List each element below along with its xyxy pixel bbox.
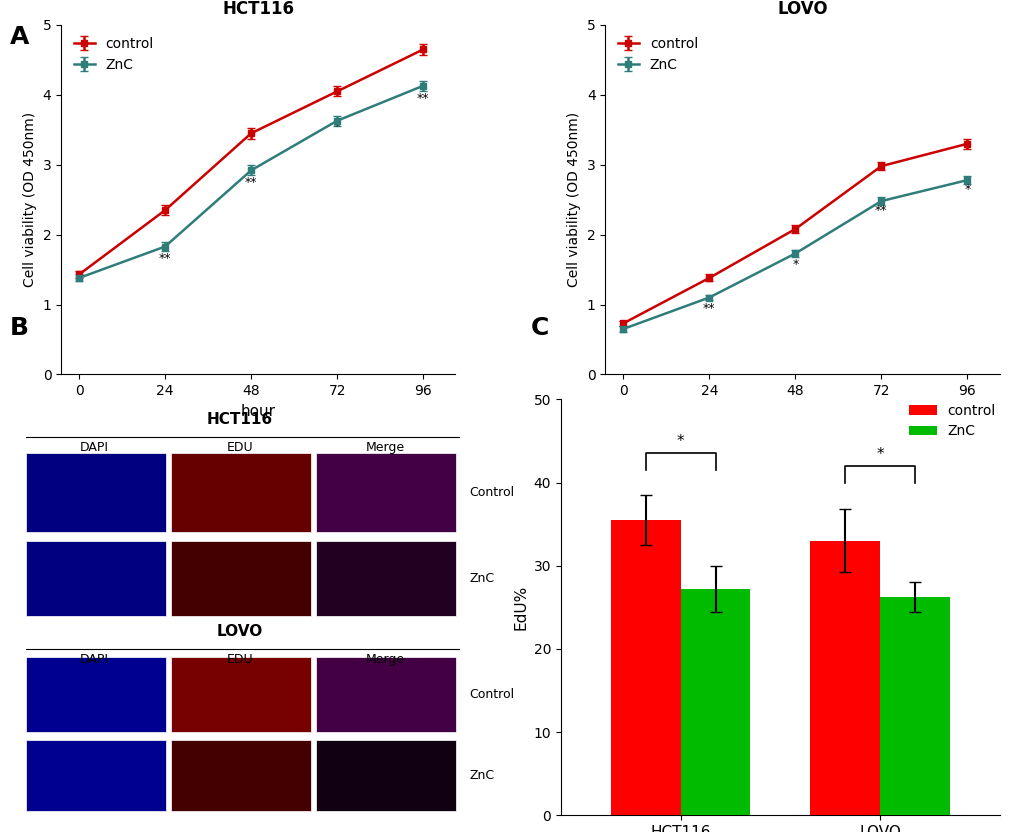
Bar [25, 657, 166, 732]
Y-axis label: Cell viability (OD 450nm): Cell viability (OD 450nm) [23, 112, 37, 287]
X-axis label: hour: hour [785, 404, 819, 418]
X-axis label: hour: hour [240, 404, 275, 418]
Title: HCT116: HCT116 [222, 0, 294, 17]
Bar [809, 541, 879, 815]
Bar [25, 541, 166, 616]
Text: **: ** [874, 204, 887, 217]
Bar [25, 453, 166, 532]
Bar [171, 740, 311, 811]
Text: C: C [530, 316, 548, 340]
Text: Merge: Merge [365, 441, 405, 454]
Bar [316, 657, 457, 732]
Bar [610, 520, 680, 815]
Legend: control, ZnC: control, ZnC [68, 32, 159, 78]
Text: Merge: Merge [365, 653, 405, 666]
Text: EDU: EDU [226, 441, 253, 454]
Text: DAPI: DAPI [79, 441, 109, 454]
Bar [171, 541, 311, 616]
Bar [316, 740, 457, 811]
Text: **: ** [702, 302, 714, 315]
Bar [171, 657, 311, 732]
Text: ZnC: ZnC [469, 770, 494, 782]
Bar [25, 740, 166, 811]
Text: HCT116: HCT116 [207, 412, 272, 427]
Bar [171, 453, 311, 532]
Bar [316, 541, 457, 616]
Text: **: ** [245, 176, 257, 189]
Text: *: * [334, 121, 340, 133]
Text: B: B [10, 316, 30, 340]
Y-axis label: Cell viability (OD 450nm): Cell viability (OD 450nm) [567, 112, 581, 287]
Text: Control: Control [469, 688, 514, 701]
Text: EDU: EDU [226, 653, 253, 666]
Text: DAPI: DAPI [79, 653, 109, 666]
Legend: control, ZnC: control, ZnC [611, 32, 703, 78]
Text: **: ** [417, 92, 429, 106]
Bar [680, 589, 750, 815]
Y-axis label: EdU%: EdU% [513, 585, 528, 630]
Text: A: A [10, 25, 30, 49]
Text: *: * [963, 183, 969, 196]
Text: *: * [677, 434, 684, 449]
Text: **: ** [159, 251, 171, 265]
Text: ZnC: ZnC [469, 572, 494, 585]
Text: LOVO: LOVO [216, 624, 263, 639]
Text: Control: Control [469, 487, 514, 499]
Legend: control, ZnC: control, ZnC [902, 398, 1001, 444]
Bar [316, 453, 457, 532]
Bar [879, 597, 949, 815]
Title: LOVO: LOVO [776, 0, 827, 17]
Text: *: * [792, 258, 798, 271]
Text: *: * [875, 447, 882, 462]
